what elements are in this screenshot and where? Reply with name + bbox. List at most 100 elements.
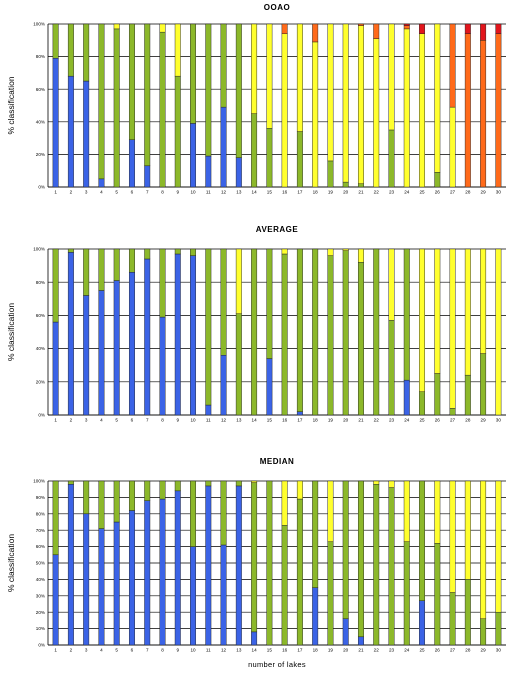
bar-segment-class2 (388, 129, 395, 188)
bar-segment-class2 (98, 480, 105, 529)
x-tick-label: 27 (450, 190, 456, 195)
bar-stack-12 (220, 480, 227, 646)
x-tick-label: 6 (131, 418, 134, 423)
bar-stack-23 (388, 480, 395, 646)
bar-stack-3 (83, 248, 90, 416)
bar-segment-class3 (449, 248, 456, 409)
bar-segment-class3 (327, 23, 334, 162)
bar-stack-1 (52, 480, 59, 646)
bar-segment-class2 (220, 480, 227, 546)
bar-stack-21 (357, 248, 364, 416)
bar-segment-class2 (434, 373, 441, 416)
bar-stack-30 (495, 23, 502, 188)
bar-segment-class2 (419, 391, 426, 416)
bar-segment-class2 (52, 248, 59, 323)
bar-segment-class2 (449, 408, 456, 416)
bar-segment-class2 (373, 248, 380, 416)
bar-stack-4 (98, 248, 105, 416)
bar-segment-class2 (128, 480, 135, 511)
bar-stack-10 (190, 23, 197, 188)
bar-stack-21 (357, 480, 364, 646)
x-tick-label: 18 (313, 418, 319, 423)
bar-stack-19 (327, 23, 334, 188)
bar-stack-20 (342, 248, 349, 416)
bar-segment-class3 (449, 480, 456, 593)
x-tick-label: 4 (100, 418, 103, 423)
bar-segment-class3 (281, 480, 288, 526)
bar-stack-1 (52, 248, 59, 416)
bar-segment-class3 (449, 106, 456, 188)
x-tick-label: 20 (343, 648, 349, 653)
bar-segment-class2 (144, 480, 151, 501)
bar-segment-class5 (419, 23, 426, 35)
bar-stack-6 (128, 480, 135, 646)
bar-stack-16 (281, 480, 288, 646)
bar-segment-class2 (220, 23, 227, 108)
bar-stack-21 (357, 23, 364, 188)
bar-segment-class1 (159, 498, 166, 646)
y-tick-label: 100% (33, 247, 45, 252)
bar-stack-13 (235, 480, 242, 646)
x-tick-label: 12 (221, 648, 227, 653)
x-tick-label: 21 (358, 190, 364, 195)
bar-segment-class2 (98, 248, 105, 291)
bar-segment-class1 (144, 165, 151, 188)
y-tick-label: 60% (36, 313, 45, 318)
bar-segment-class1 (128, 272, 135, 416)
bar-segment-class5 (464, 23, 471, 35)
x-tick-label: 17 (297, 648, 303, 653)
y-tick-label: 40% (36, 119, 45, 124)
bar-segment-class3 (251, 480, 258, 483)
x-tick-label: 21 (358, 648, 364, 653)
bar-segment-class2 (327, 160, 334, 188)
y-axis-label: % classification (6, 534, 16, 592)
bar-segment-class2 (190, 480, 197, 547)
bar-stack-5 (113, 480, 120, 646)
bar-segment-class2 (67, 480, 74, 485)
x-tick-label: 16 (282, 190, 288, 195)
bar-segment-class3 (296, 23, 303, 132)
bar-segment-class4 (403, 25, 410, 30)
bar-segment-class1 (83, 513, 90, 646)
bar-segment-class1 (52, 321, 59, 416)
bar-stack-2 (67, 23, 74, 188)
x-tick-label: 4 (100, 190, 103, 195)
bar-stack-10 (190, 248, 197, 416)
bar-segment-class1 (220, 355, 227, 416)
bar-stack-17 (296, 23, 303, 188)
bar-segment-class3 (388, 480, 395, 488)
x-tick-label: 6 (131, 190, 134, 195)
bar-segment-class1 (67, 484, 74, 646)
x-tick-label: 26 (435, 418, 441, 423)
bar-segment-class2 (434, 543, 441, 646)
bar-segment-class3 (480, 248, 487, 354)
bar-segment-class3 (357, 248, 364, 263)
bar-segment-class1 (52, 554, 59, 646)
bar-stack-14 (251, 480, 258, 646)
bar-stack-15 (266, 248, 273, 416)
bar-segment-class1 (159, 316, 166, 416)
bar-segment-class2 (159, 248, 166, 318)
bar-segment-class2 (98, 23, 105, 180)
bar-stack-23 (388, 23, 395, 188)
bar-stack-11 (205, 248, 212, 416)
bar-segment-class2 (128, 23, 135, 140)
bar-stack-27 (449, 480, 456, 646)
bar-stack-9 (174, 23, 181, 188)
bar-segment-class3 (281, 33, 288, 188)
bar-stack-19 (327, 480, 334, 646)
bar-segment-class2 (83, 23, 90, 82)
bar-segment-class2 (205, 248, 212, 406)
x-tick-label: 3 (85, 418, 88, 423)
bar-stack-25 (419, 480, 426, 646)
bar-segment-class1 (98, 528, 105, 646)
bar-segment-class2 (190, 23, 197, 124)
bar-stack-8 (159, 248, 166, 416)
bar-segment-class2 (403, 248, 410, 381)
bar-stack-12 (220, 248, 227, 416)
bar-stack-17 (296, 248, 303, 416)
bar-segment-class1 (67, 75, 74, 188)
bar-segment-class2 (67, 23, 74, 77)
bar-stack-29 (480, 248, 487, 416)
